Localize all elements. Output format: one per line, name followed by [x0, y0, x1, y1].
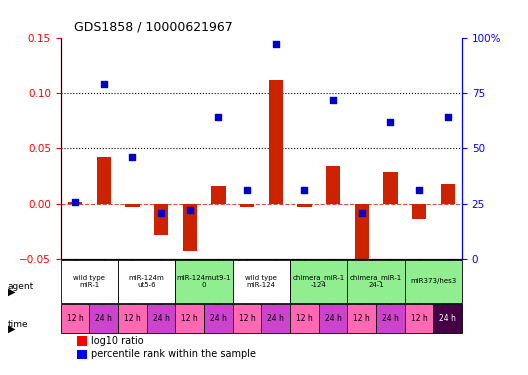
Point [386, 119, 394, 125]
Text: 24 h: 24 h [95, 314, 112, 323]
Point [214, 114, 223, 120]
Text: percentile rank within the sample: percentile rank within the sample [91, 349, 256, 359]
Bar [269, 80, 283, 204]
Point [71, 199, 79, 205]
Text: 24 h: 24 h [153, 314, 169, 323]
Bar [175, 260, 233, 303]
Bar [125, 204, 139, 207]
Bar [77, 336, 87, 346]
Text: 24 h: 24 h [325, 314, 342, 323]
Bar [261, 304, 290, 333]
Text: 24 h: 24 h [382, 314, 399, 323]
Text: miR373/hes3: miR373/hes3 [410, 278, 457, 284]
Text: chimera_miR-1
24-1: chimera_miR-1 24-1 [350, 274, 402, 288]
Point [329, 97, 337, 103]
Bar [347, 260, 404, 303]
Bar [440, 184, 455, 204]
Text: 12 h: 12 h [411, 314, 427, 323]
Text: ▶: ▶ [8, 287, 15, 297]
Point [271, 41, 280, 47]
Text: time: time [8, 320, 29, 329]
Text: GDS1858 / 10000621967: GDS1858 / 10000621967 [74, 20, 233, 33]
Text: wild type
miR-124: wild type miR-124 [246, 275, 277, 288]
Bar [204, 304, 233, 333]
Point [357, 210, 366, 216]
Bar [183, 204, 197, 252]
Text: 12 h: 12 h [181, 314, 198, 323]
Bar [61, 260, 118, 303]
Text: 12 h: 12 h [67, 314, 83, 323]
Bar [376, 304, 404, 333]
Bar [383, 172, 398, 204]
Text: 24 h: 24 h [439, 314, 456, 323]
Bar [412, 204, 426, 219]
Text: 24 h: 24 h [210, 314, 227, 323]
Point [243, 188, 251, 194]
Bar [290, 304, 319, 333]
Bar [240, 204, 254, 207]
Text: 12 h: 12 h [239, 314, 256, 323]
Text: wild type
miR-1: wild type miR-1 [73, 275, 105, 288]
Text: ▶: ▶ [8, 324, 15, 334]
Text: 12 h: 12 h [124, 314, 141, 323]
Text: miR-124mut9-1
0: miR-124mut9-1 0 [177, 275, 231, 288]
Bar [433, 304, 462, 333]
Bar [233, 260, 290, 303]
Point [300, 188, 308, 194]
Text: log10 ratio: log10 ratio [91, 336, 144, 346]
Point [444, 114, 452, 120]
Bar [326, 166, 340, 204]
Text: miR-124m
ut5-6: miR-124m ut5-6 [129, 275, 165, 288]
Bar [347, 304, 376, 333]
Text: chimera_miR-1
-124: chimera_miR-1 -124 [293, 274, 345, 288]
Text: 24 h: 24 h [267, 314, 284, 323]
Bar [97, 157, 111, 204]
Point [99, 81, 108, 87]
Bar [233, 304, 261, 333]
Text: 12 h: 12 h [353, 314, 370, 323]
Bar [319, 304, 347, 333]
Point [415, 188, 423, 194]
Bar [175, 304, 204, 333]
Bar [297, 204, 312, 207]
Bar [404, 260, 462, 303]
Point [185, 207, 194, 213]
Bar [290, 260, 347, 303]
Point [157, 210, 165, 216]
Bar [154, 204, 168, 235]
Bar [354, 204, 369, 279]
Bar [77, 350, 87, 359]
Bar [89, 304, 118, 333]
Bar [211, 186, 225, 204]
Bar [404, 304, 433, 333]
Bar [68, 202, 82, 204]
Text: 12 h: 12 h [296, 314, 313, 323]
Bar [147, 304, 175, 333]
Text: agent: agent [8, 282, 34, 291]
Point [128, 154, 137, 160]
Bar [61, 304, 89, 333]
Bar [118, 260, 175, 303]
Bar [118, 304, 147, 333]
